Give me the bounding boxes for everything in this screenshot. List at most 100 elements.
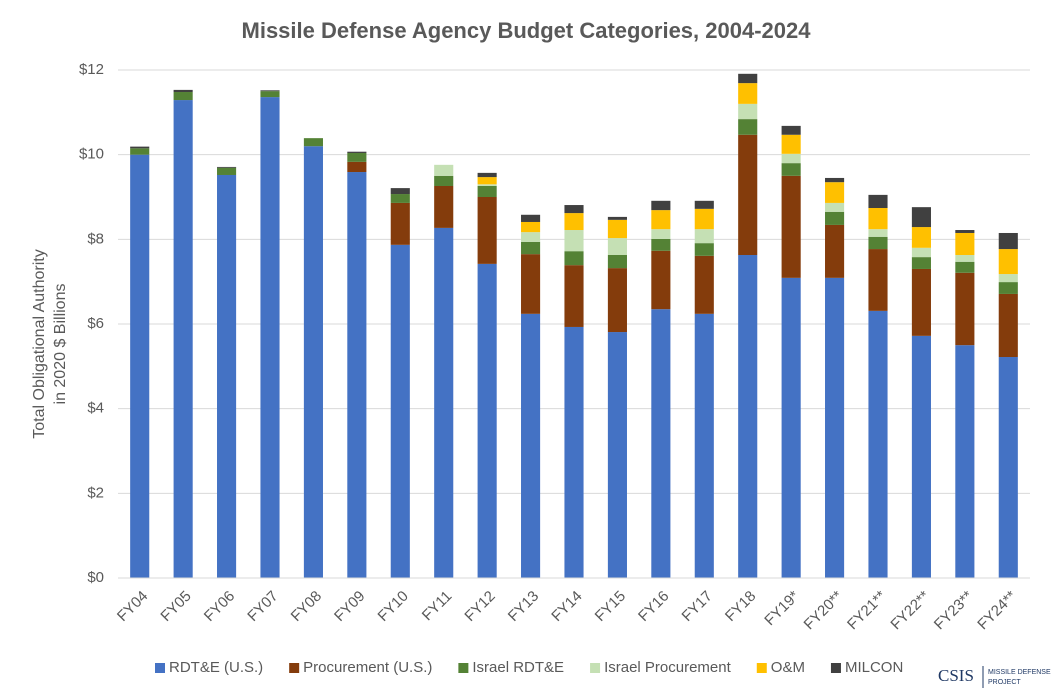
- bar-segment: [911, 268, 931, 336]
- bar-segment: [825, 211, 845, 225]
- bar-segment: [521, 221, 541, 233]
- bar-segment: [477, 172, 497, 178]
- bar-segment: [347, 172, 367, 579]
- x-tick-label: FY21**: [844, 588, 890, 634]
- bar-segment: [781, 175, 801, 278]
- x-tick-label: FY05: [157, 588, 194, 625]
- bar-segment: [998, 282, 1018, 294]
- x-tick-label: FY24**: [974, 588, 1020, 634]
- x-tick-label: FY19*: [761, 588, 803, 630]
- bar-segment: [694, 200, 714, 209]
- x-tick-label: FY22**: [887, 588, 933, 634]
- x-tick-label: FY13: [505, 588, 542, 625]
- bar-segment: [998, 232, 1018, 250]
- legend-label: Israel Procurement: [604, 659, 732, 676]
- bar-segment: [521, 214, 541, 222]
- x-tick-label: FY06: [201, 588, 238, 625]
- x-tick-label: FY18: [722, 588, 759, 625]
- bar-segment: [607, 332, 627, 578]
- bar-segment: [260, 91, 280, 98]
- y-axis-title-line: in 2020 $ Billions: [52, 284, 69, 405]
- y-tick-label: $10: [79, 146, 104, 163]
- bar-segment: [955, 261, 975, 273]
- bar-segment: [347, 152, 367, 162]
- chart-title: Missile Defense Agency Budget Categories…: [242, 18, 812, 43]
- bar-segment: [825, 224, 845, 278]
- bar-segment: [868, 229, 888, 237]
- bar-segment: [607, 238, 627, 255]
- y-tick-label: $12: [79, 61, 104, 78]
- bar-segment: [738, 254, 758, 578]
- bar-segment: [173, 92, 193, 101]
- bar-segment: [217, 174, 237, 578]
- bar-segment: [911, 335, 931, 578]
- x-tick-label: FY23**: [931, 588, 977, 634]
- bar-segment: [607, 268, 627, 333]
- bar-segment: [738, 119, 758, 135]
- bar-segment: [477, 197, 497, 264]
- bar-segment: [955, 230, 975, 233]
- bar-segment: [868, 236, 888, 250]
- bar-segment: [564, 265, 584, 327]
- bar-segment: [781, 163, 801, 176]
- bar-segment: [955, 272, 975, 346]
- bar-segment: [390, 202, 410, 245]
- bar-segment: [998, 357, 1018, 578]
- bar-segment: [130, 146, 150, 149]
- x-tick-label: FY15: [592, 588, 629, 625]
- y-tick-label: $4: [87, 400, 104, 417]
- legend-label: Procurement (U.S.): [303, 659, 432, 676]
- bar-segment: [694, 255, 714, 314]
- bar-segment: [868, 208, 888, 230]
- x-tick-label: FY09: [331, 588, 368, 625]
- x-tick-label: FY10: [375, 588, 412, 625]
- bar-segment: [607, 254, 627, 269]
- bar-segment: [868, 310, 888, 578]
- bar-segment: [347, 151, 367, 153]
- bar-segment: [868, 194, 888, 209]
- x-tick-label: FY07: [244, 588, 281, 625]
- bar-segment: [998, 274, 1018, 283]
- bar-segment: [694, 208, 714, 230]
- y-tick-label: $2: [87, 484, 104, 501]
- bar-segment: [564, 326, 584, 578]
- bar-segment: [825, 182, 845, 203]
- bar-segment: [694, 243, 714, 256]
- bar-segment: [564, 205, 584, 214]
- bar-segment: [911, 247, 931, 258]
- bar-segment: [217, 166, 237, 168]
- x-tick-label: FY16: [635, 588, 672, 625]
- logo-line: MISSILE DEFENSE: [988, 669, 1051, 676]
- bar-segment: [521, 313, 541, 578]
- bar-segment: [651, 229, 671, 239]
- legend-swatch: [458, 663, 469, 673]
- bar-segment: [781, 125, 801, 135]
- bar-segment: [477, 184, 497, 186]
- bar-segment: [521, 232, 541, 242]
- y-axis-title-line: Total Obligational Authority: [31, 249, 48, 438]
- bar-segment: [607, 216, 627, 220]
- bar-segment: [911, 257, 931, 269]
- x-tick-label: FY17: [679, 588, 716, 625]
- bar-segment: [738, 103, 758, 120]
- bar-segment: [781, 134, 801, 154]
- bar-segment: [434, 164, 454, 176]
- legend-label: O&M: [771, 659, 805, 676]
- x-tick-label: FY08: [288, 588, 325, 625]
- bar-segment: [130, 148, 150, 155]
- bar-segment: [694, 229, 714, 244]
- bar-segment: [173, 89, 193, 93]
- x-tick-label: FY12: [461, 588, 498, 625]
- x-tick-label: FY14: [548, 588, 585, 625]
- legend-swatch: [289, 663, 300, 673]
- bar-segment: [390, 244, 410, 578]
- legend-label: Israel RDT&E: [472, 659, 564, 676]
- logo-name: CSIS: [938, 666, 974, 685]
- bar-segment: [260, 97, 280, 579]
- bar-segment: [564, 230, 584, 252]
- bar-segment: [564, 251, 584, 266]
- bar-segment: [651, 238, 671, 251]
- bar-segment: [694, 313, 714, 578]
- bar-segment: [521, 241, 541, 255]
